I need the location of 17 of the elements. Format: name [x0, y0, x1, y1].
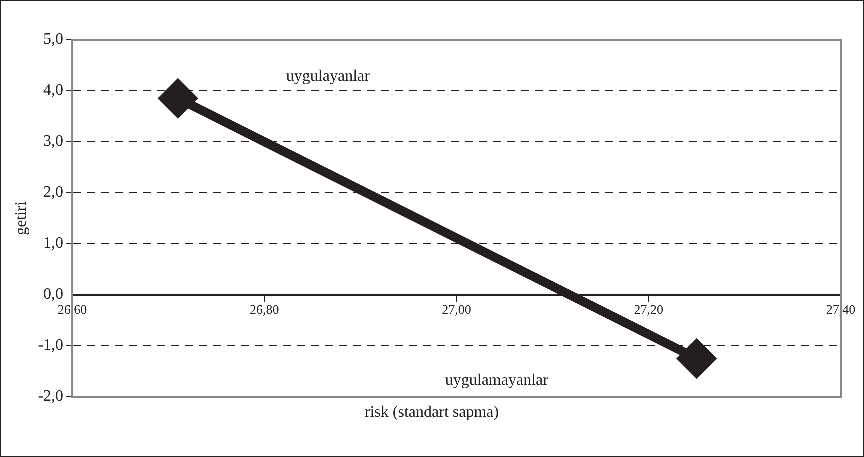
- x-tick-label: 27,00: [442, 302, 472, 318]
- x-tick-label: 27,20: [634, 302, 664, 318]
- y-axis-title: getiri: [12, 201, 30, 236]
- x-axis-title: risk (standart sapma): [364, 404, 500, 422]
- annotation: uygulayanlar: [286, 68, 371, 85]
- x-tick-label: 26,60: [58, 302, 88, 318]
- y-tick-label: 0,0: [44, 286, 64, 304]
- y-tick-label: 2,0: [44, 184, 64, 202]
- y-tick-label: -1,0: [38, 337, 64, 354]
- x-tick-label: 27,40: [826, 302, 856, 318]
- y-tick-label: 4,0: [44, 82, 64, 100]
- y-tick-label: 3,0: [44, 133, 64, 150]
- y-tick-label: 5,0: [44, 31, 64, 48]
- y-tick-label: 1,0: [44, 235, 64, 252]
- annotation: uygulamayanlar: [445, 372, 550, 389]
- x-tick-label: 26,80: [250, 302, 280, 318]
- y-tick-label: -2,0: [38, 388, 64, 406]
